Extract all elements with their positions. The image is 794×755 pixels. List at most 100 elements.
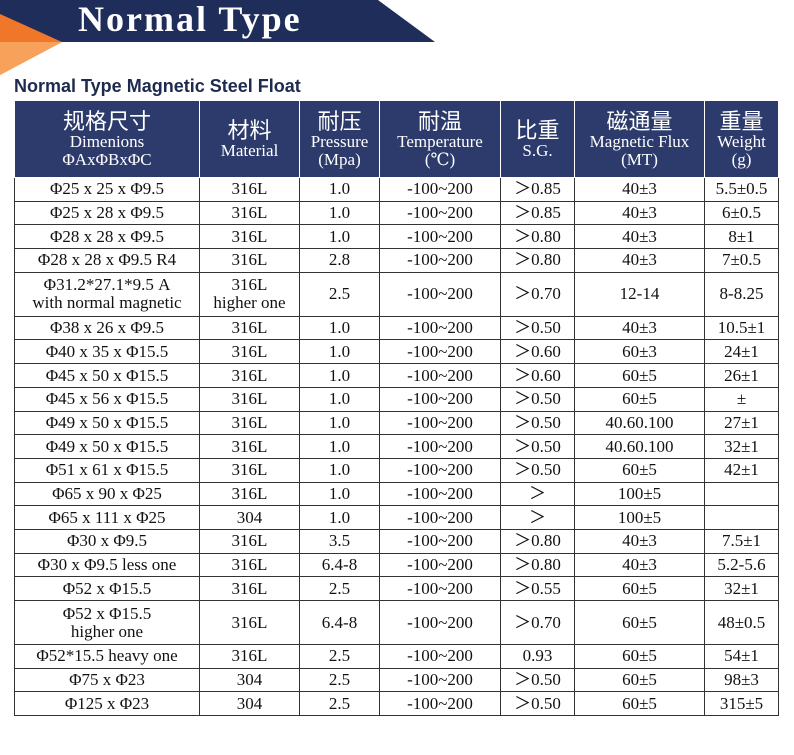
- table-cell: 100±5: [574, 505, 705, 530]
- table-cell: 32±1: [704, 434, 779, 459]
- column-header: 规格尺寸 Dimenions ΦAxΦBxΦC: [14, 100, 200, 178]
- table-cell: 10.5±1: [704, 315, 779, 341]
- cell-line: Φ52 x Φ15.5: [62, 603, 152, 623]
- table-cell: 304: [199, 691, 300, 717]
- table-cell: 0.93: [500, 644, 575, 669]
- table-cell: -100~200: [379, 315, 501, 341]
- table-cell: 1.0: [299, 315, 380, 341]
- table-cell: 40±3: [574, 528, 705, 554]
- table-cell: 24±1: [704, 339, 779, 365]
- table-row: Φ28 x 28 x Φ9.5 R4 316L 2.8 -100~200 ＞0.80 40…: [14, 248, 779, 273]
- table-cell: ＞0.50: [500, 457, 575, 483]
- table-cell: 40±3: [574, 177, 705, 202]
- header-line: 磁通量: [606, 108, 673, 134]
- table-cell: Φ45 x 56 x Φ15.5: [14, 386, 200, 412]
- table-cell: 316L: [199, 410, 300, 436]
- table-cell: 1.0: [299, 339, 380, 365]
- table-cell: 40±3: [574, 315, 705, 341]
- table-cell: 316L: [199, 315, 300, 341]
- banner: [0, 0, 435, 75]
- table-cell: 304: [199, 667, 300, 693]
- header-line: Temperature: [397, 131, 483, 151]
- table-cell: ＞0.85: [500, 200, 575, 226]
- table-cell: ＞0.50: [500, 434, 575, 459]
- table-cell: 316L: [199, 600, 300, 645]
- table-cell: ＞0.80: [500, 528, 575, 554]
- table-cell: 60±5: [574, 576, 705, 601]
- banner-arrow-fold: [0, 42, 62, 75]
- column-header: 耐温 Temperature (℃): [379, 100, 501, 178]
- table-cell: 32±1: [704, 576, 779, 601]
- table-cell: 27±1: [704, 410, 779, 436]
- header-line: ΦAxΦBxΦC: [62, 149, 152, 169]
- table-row: Φ45 x 56 x Φ15.5 316L 1.0 -100~200 ＞0.50 60±5…: [14, 386, 779, 412]
- table-cell: 7±0.5: [704, 248, 779, 273]
- table-cell: 316L: [199, 177, 300, 202]
- table-cell: 1.0: [299, 410, 380, 436]
- table-row: Φ49 x 50 x Φ15.5 316L 1.0 -100~200 ＞0.50 40.6…: [14, 434, 779, 459]
- subtitle: Normal Type Magnetic Steel Float: [14, 76, 301, 96]
- table-cell: ＞0.50: [500, 667, 575, 693]
- table-cell: Φ45 x 50 x Φ15.5: [14, 363, 200, 388]
- table-cell: -100~200: [379, 667, 501, 693]
- table-cell: 1.0: [299, 363, 380, 388]
- table-cell: Φ30 x Φ9.5 less one: [14, 552, 200, 578]
- table-cell: 316L: [199, 457, 300, 483]
- table-row: Φ51 x 61 x Φ15.5 316L 1.0 -100~200 ＞0.50 60±5…: [14, 457, 779, 483]
- table-cell: 40.60.100: [574, 410, 705, 436]
- table-cell: ＞0.80: [500, 224, 575, 250]
- column-header: 磁通量 Magnetic Flux (MT): [574, 100, 705, 178]
- table-cell: 8-8.25: [704, 271, 779, 317]
- table-cell: 316L: [199, 576, 300, 601]
- table-cell: 304: [199, 505, 300, 530]
- table-cell: 60±5: [574, 644, 705, 669]
- banner-band: [0, 0, 435, 42]
- table-cell: ＞0.50: [500, 315, 575, 341]
- header-line: Magnetic Flux: [589, 131, 690, 151]
- table-cell: ＞0.80: [500, 552, 575, 578]
- table-cell: 3.5: [299, 528, 380, 554]
- table-cell: ±: [704, 386, 779, 412]
- table-cell: -100~200: [379, 505, 501, 530]
- table-row: Φ28 x 28 x Φ9.5 316L 1.0 -100~200 ＞0.80 40±3 8…: [14, 224, 779, 250]
- column-header: 重量 Weight (g): [704, 100, 779, 178]
- table-cell: 8±1: [704, 224, 779, 250]
- header-line: (MT): [621, 149, 658, 169]
- table-cell: 54±1: [704, 644, 779, 669]
- table-cell: Φ38 x 26 x Φ9.5: [14, 315, 200, 341]
- table-row: Φ52 x Φ15.5 higher one 316L 6.4-8 -100~200 ＞0…: [14, 600, 779, 645]
- table-cell: 316L: [199, 224, 300, 250]
- table-cell: -100~200: [379, 339, 501, 365]
- table-row: Φ125 x Φ23 304 2.5 -100~200 ＞0.50 60±5 315±5: [14, 691, 779, 717]
- table-cell: Φ52 x Φ15.5: [14, 576, 200, 601]
- table-cell: 316L: [199, 481, 300, 507]
- table-cell: -100~200: [379, 386, 501, 412]
- table-row: Φ45 x 50 x Φ15.5 316L 1.0 -100~200 ＞0.60 60±5…: [14, 363, 779, 388]
- header-line: (g): [731, 149, 752, 169]
- table-cell: -100~200: [379, 363, 501, 388]
- table-cell: ＞0.60: [500, 339, 575, 365]
- table-cell: 1.0: [299, 224, 380, 250]
- table-cell: Φ40 x 35 x Φ15.5: [14, 339, 200, 365]
- table-cell: Φ65 x 90 x Φ25: [14, 481, 200, 507]
- table-cell: Φ52 x Φ15.5 higher one: [14, 600, 200, 645]
- table-cell: -100~200: [379, 600, 501, 645]
- cell-line: with normal magnetic: [32, 293, 182, 313]
- table-cell: 7.5±1: [704, 528, 779, 554]
- table-cell: 60±5: [574, 667, 705, 693]
- cell-line: Φ31.2*27.1*9.5 A: [43, 275, 171, 295]
- table-cell: 1.0: [299, 481, 380, 507]
- table-cell: 40±3: [574, 224, 705, 250]
- table-cell: 12-14: [574, 271, 705, 317]
- title: Normal Type: [78, 0, 302, 39]
- table-cell: 316L higher one: [199, 271, 300, 317]
- table-row: Φ65 x 111 x Φ25 304 1.0 -100~200 ＞ 100±5: [14, 505, 779, 530]
- table-cell: Φ75 x Φ23: [14, 667, 200, 693]
- column-header: 材料 Material: [199, 100, 300, 178]
- header-line: 重量: [719, 108, 764, 134]
- table-cell: Φ52*15.5 heavy one: [14, 644, 200, 669]
- header-line: (℃): [424, 149, 456, 169]
- header-line: Dimenions: [69, 131, 145, 151]
